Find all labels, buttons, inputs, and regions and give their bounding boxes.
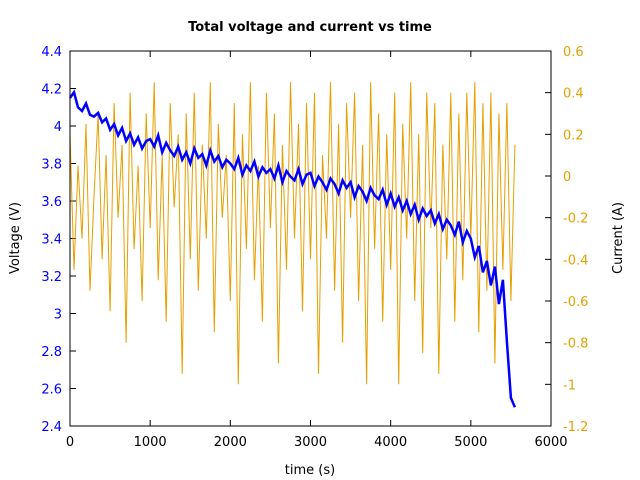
voltage-series-line [68,89,517,408]
y2-tick-label: -1.2 [563,420,588,435]
x-tick-label: 3000 [294,435,327,450]
y2-tick-label: 0 [563,170,571,185]
x-tick-label: 4000 [374,435,407,450]
y-tick-label: 2.6 [41,383,62,398]
y-tick-label: 4.4 [41,45,62,60]
x-tick-label: 5000 [454,435,487,450]
y2-tick-label: -0.4 [563,253,588,268]
plot-frame [69,50,552,427]
y2-tick-label: -0.8 [563,337,588,352]
current-series-line [69,82,516,385]
y2-tick-label: 0.2 [563,128,584,143]
y2-tick-label: -1 [563,378,576,393]
y2-tick-label: -0.6 [563,295,588,310]
y-tick-label: 3.2 [41,270,62,285]
y-axis-label: Voltage (V) [8,202,23,274]
y2-tick-label: 0.4 [563,87,584,102]
y2-axis-label: Current (A) [611,202,626,274]
y-tick-label: 4.2 [41,83,62,98]
y-tick-label: 4 [54,120,62,135]
y-tick-label: 2.4 [41,420,62,435]
y-tick-label: 3 [54,308,62,323]
y-tick-label: 3.4 [41,233,62,248]
y-tick-label: 2.8 [41,345,62,360]
x-axis-label: time (s) [285,463,335,478]
y-tick-label: 3.8 [41,158,62,173]
x-tick-label: 2000 [214,435,247,450]
y-tick-label: 3.6 [41,195,62,210]
chart-title: Total voltage and current vs time [188,20,432,35]
y2-tick-label: 0.6 [563,45,584,60]
y2-tick-label: -0.2 [563,212,588,227]
x-tick-label: 0 [66,435,74,450]
x-tick-label: 6000 [534,435,567,450]
x-tick-label: 1000 [134,435,167,450]
